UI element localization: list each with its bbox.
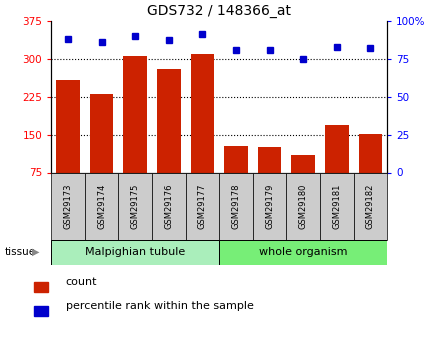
Text: ▶: ▶ [32, 247, 40, 257]
Text: GSM29179: GSM29179 [265, 184, 274, 229]
Text: percentile rank within the sample: percentile rank within the sample [66, 301, 254, 311]
Text: GSM29175: GSM29175 [131, 184, 140, 229]
Bar [253, 172, 287, 240]
Bar [258, 147, 281, 172]
Bar [287, 172, 320, 240]
Bar [85, 172, 118, 240]
Text: GSM29180: GSM29180 [299, 184, 307, 229]
Bar [157, 69, 181, 172]
Bar [51, 240, 219, 265]
Bar [359, 134, 382, 172]
Bar [90, 94, 113, 172]
Bar [219, 240, 387, 265]
Bar [219, 172, 253, 240]
Bar [186, 172, 219, 240]
Bar [56, 80, 80, 172]
Text: GSM29173: GSM29173 [64, 184, 73, 229]
Bar [34, 282, 48, 292]
Text: GSM29174: GSM29174 [97, 184, 106, 229]
Text: count: count [66, 277, 97, 287]
Bar [34, 306, 48, 316]
Bar [123, 56, 147, 172]
Bar [190, 53, 214, 172]
Bar [325, 126, 348, 172]
Text: Malpighian tubule: Malpighian tubule [85, 247, 185, 257]
Text: whole organism: whole organism [259, 247, 348, 257]
Title: GDS732 / 148366_at: GDS732 / 148366_at [147, 4, 291, 18]
Text: GSM29181: GSM29181 [332, 184, 341, 229]
Text: GSM29177: GSM29177 [198, 184, 207, 229]
Bar [224, 146, 248, 172]
Bar [118, 172, 152, 240]
Bar [152, 172, 186, 240]
Bar [51, 172, 85, 240]
Text: GSM29182: GSM29182 [366, 184, 375, 229]
Bar [353, 172, 387, 240]
Bar [291, 155, 315, 172]
Text: tissue: tissue [4, 247, 36, 257]
Bar [320, 172, 354, 240]
Text: GSM29178: GSM29178 [231, 184, 240, 229]
Text: GSM29176: GSM29176 [164, 184, 173, 229]
